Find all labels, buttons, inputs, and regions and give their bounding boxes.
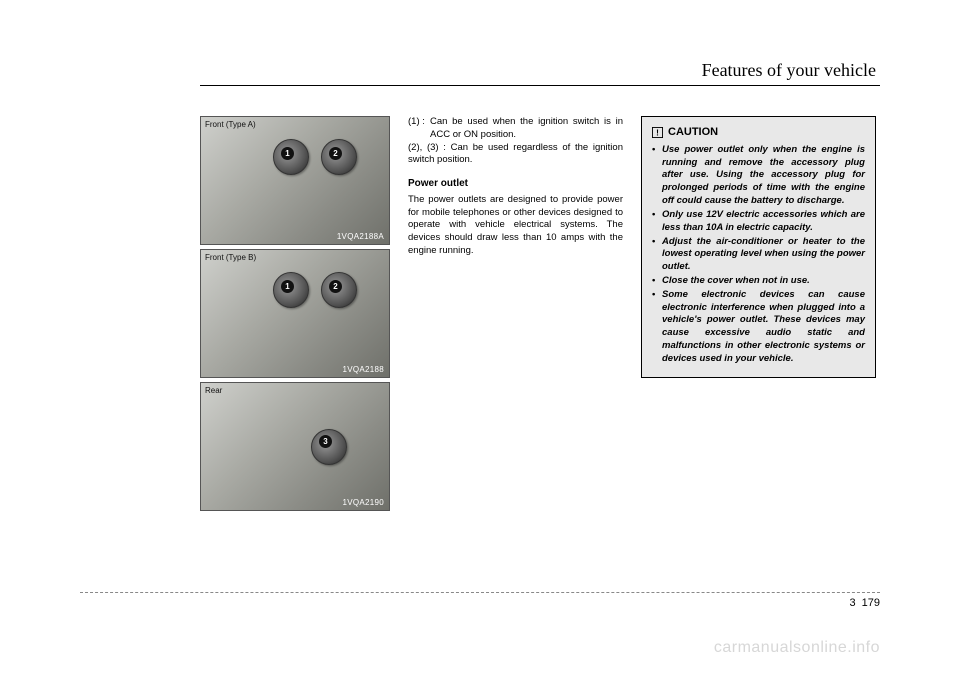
photo-label: Front (Type B) — [205, 253, 256, 262]
warning-icon: ! — [652, 127, 663, 138]
column-body-text: (1) : Can be used when the ignition swit… — [408, 116, 623, 511]
power-outlet-heading: Power outlet — [408, 177, 623, 191]
page: Features of your vehicle Front (Type A) … — [0, 0, 960, 679]
callout-badge: 3 — [319, 435, 332, 448]
caution-item: Adjust the air-conditioner or heater to … — [652, 236, 865, 274]
caution-item: Only use 12V electric accessories which … — [652, 209, 865, 235]
ignition-line-23: (2), (3) : Can be used regardless of the… — [408, 142, 623, 168]
photo-label: Front (Type A) — [205, 120, 256, 129]
callout-badge: 1 — [281, 280, 294, 293]
page-footer: 3 179 — [80, 592, 880, 609]
ignition-line-1: (1) : Can be used when the ignition swit… — [408, 116, 623, 142]
section-title: Features of your vehicle — [200, 60, 880, 81]
photo-code: 1VQA2188A — [337, 232, 384, 241]
column-caution: ! CAUTION Use power outlet only when the… — [641, 116, 876, 511]
photo-code: 1VQA2190 — [342, 498, 384, 507]
watermark: carmanualsonline.info — [714, 639, 880, 657]
photo-front-type-b: Front (Type B) 1 2 1VQA2188 — [200, 249, 390, 378]
photo-rear: Rear 3 1VQA2190 — [200, 382, 390, 511]
photo-code: 1VQA2188 — [342, 365, 384, 374]
caution-list: Use power outlet only when the engine is… — [652, 144, 865, 366]
callout-badge: 1 — [281, 147, 294, 160]
caution-item: Use power outlet only when the engine is… — [652, 144, 865, 208]
page-header: Features of your vehicle — [200, 60, 880, 86]
callout-badge: 2 — [329, 280, 342, 293]
caution-item: Some electronic devices can cause electr… — [652, 289, 865, 366]
caution-item: Close the cover when not in use. — [652, 275, 865, 288]
photo-label: Rear — [205, 386, 222, 395]
socket-shape — [311, 429, 347, 465]
page-number: 179 — [862, 597, 880, 609]
ignition-num: (1) : — [408, 116, 430, 142]
column-images: Front (Type A) 1 2 1VQA2188A Front (Type… — [200, 116, 390, 511]
caution-box: ! CAUTION Use power outlet only when the… — [641, 116, 876, 378]
section-number: 3 — [849, 597, 855, 609]
caution-heading: ! CAUTION — [652, 125, 865, 140]
callout-badge: 2 — [329, 147, 342, 160]
photo-front-type-a: Front (Type A) 1 2 1VQA2188A — [200, 116, 390, 245]
caution-title: CAUTION — [668, 125, 718, 140]
content-row: Front (Type A) 1 2 1VQA2188A Front (Type… — [200, 116, 880, 511]
power-outlet-paragraph: The power outlets are designed to provid… — [408, 194, 623, 258]
ignition-text: Can be used when the ignition switch is … — [430, 116, 623, 142]
svg-text:!: ! — [656, 129, 659, 138]
